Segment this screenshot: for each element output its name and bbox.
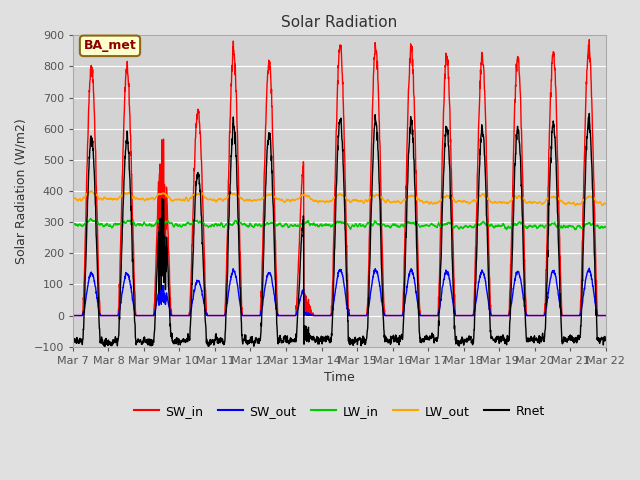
LW_in [366, 221, 374, 227]
LW_out [88, 188, 95, 194]
LW_out [494, 200, 502, 205]
Line: LW_out: LW_out [73, 191, 605, 205]
SW_in [494, 312, 502, 318]
LW_out [218, 197, 225, 203]
Rnet [494, 336, 502, 342]
LW_out [602, 201, 609, 207]
LW_out [366, 194, 374, 200]
Rnet [355, 337, 362, 343]
Legend: SW_in, SW_out, LW_in, LW_out, Rnet: SW_in, SW_out, LW_in, LW_out, Rnet [129, 400, 550, 423]
Line: LW_in: LW_in [73, 218, 605, 230]
SW_out [570, 312, 577, 318]
Rnet [570, 336, 577, 342]
SW_out [69, 312, 77, 318]
Text: BA_met: BA_met [84, 39, 136, 52]
LW_out [555, 196, 563, 202]
SW_in [586, 37, 593, 43]
X-axis label: Time: Time [324, 372, 355, 384]
Line: SW_out: SW_out [73, 268, 605, 315]
SW_in [355, 312, 362, 318]
LW_in [69, 222, 77, 228]
LW_out [69, 196, 77, 202]
SW_out [494, 312, 502, 318]
SW_in [69, 312, 77, 318]
Line: SW_in: SW_in [73, 40, 605, 315]
Rnet [366, 243, 374, 249]
SW_in [602, 312, 609, 318]
LW_in [555, 225, 563, 230]
Rnet [602, 337, 609, 343]
Rnet [555, 244, 563, 250]
LW_in [218, 220, 225, 226]
SW_out [602, 312, 609, 318]
LW_in [355, 223, 362, 229]
SW_out [355, 312, 362, 318]
LW_in [502, 227, 510, 233]
LW_in [87, 216, 95, 221]
SW_in [570, 312, 577, 318]
Title: Solar Radiation: Solar Radiation [281, 15, 397, 30]
Rnet [586, 110, 593, 116]
LW_in [570, 224, 577, 230]
LW_out [355, 199, 362, 204]
SW_out [586, 265, 593, 271]
SW_out [218, 312, 225, 318]
Rnet [218, 337, 225, 343]
Rnet [69, 339, 77, 345]
SW_in [555, 192, 563, 197]
Y-axis label: Solar Radiation (W/m2): Solar Radiation (W/m2) [15, 118, 28, 264]
LW_out [572, 203, 579, 208]
LW_in [602, 224, 609, 230]
Line: Rnet: Rnet [73, 113, 605, 347]
SW_out [366, 296, 374, 301]
LW_in [494, 223, 502, 228]
Rnet [101, 344, 109, 349]
SW_in [218, 312, 225, 318]
SW_out [555, 293, 563, 299]
SW_in [366, 214, 374, 219]
LW_out [570, 200, 577, 205]
